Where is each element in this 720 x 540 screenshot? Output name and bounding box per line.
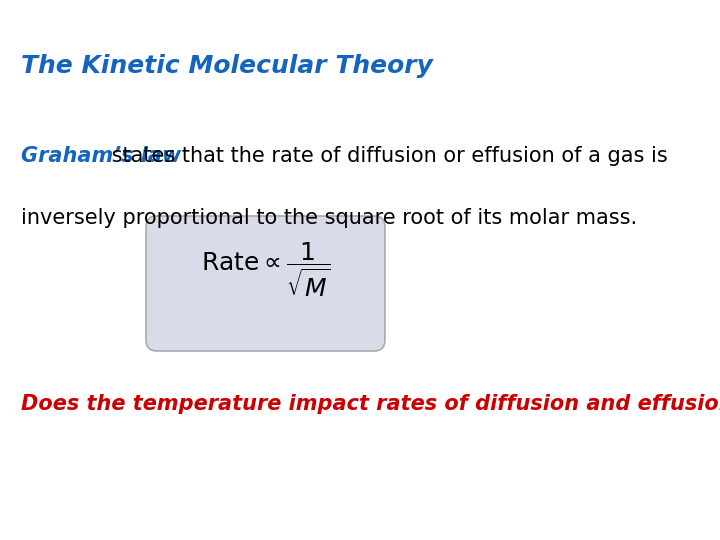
- Text: inversely proportional to the square root of its molar mass.: inversely proportional to the square roo…: [21, 208, 637, 228]
- Text: Does the temperature impact rates of diffusion and effusion?: Does the temperature impact rates of dif…: [21, 394, 720, 414]
- Text: Graham’s law: Graham’s law: [21, 146, 181, 166]
- Text: states that the rate of diffusion or effusion of a gas is: states that the rate of diffusion or eff…: [104, 146, 667, 166]
- Text: $\mathrm{Rate} \propto \dfrac{1}{\sqrt{M}}$: $\mathrm{Rate} \propto \dfrac{1}{\sqrt{M…: [201, 241, 330, 299]
- Text: The Kinetic Molecular Theory: The Kinetic Molecular Theory: [21, 54, 433, 78]
- FancyBboxPatch shape: [146, 216, 385, 351]
